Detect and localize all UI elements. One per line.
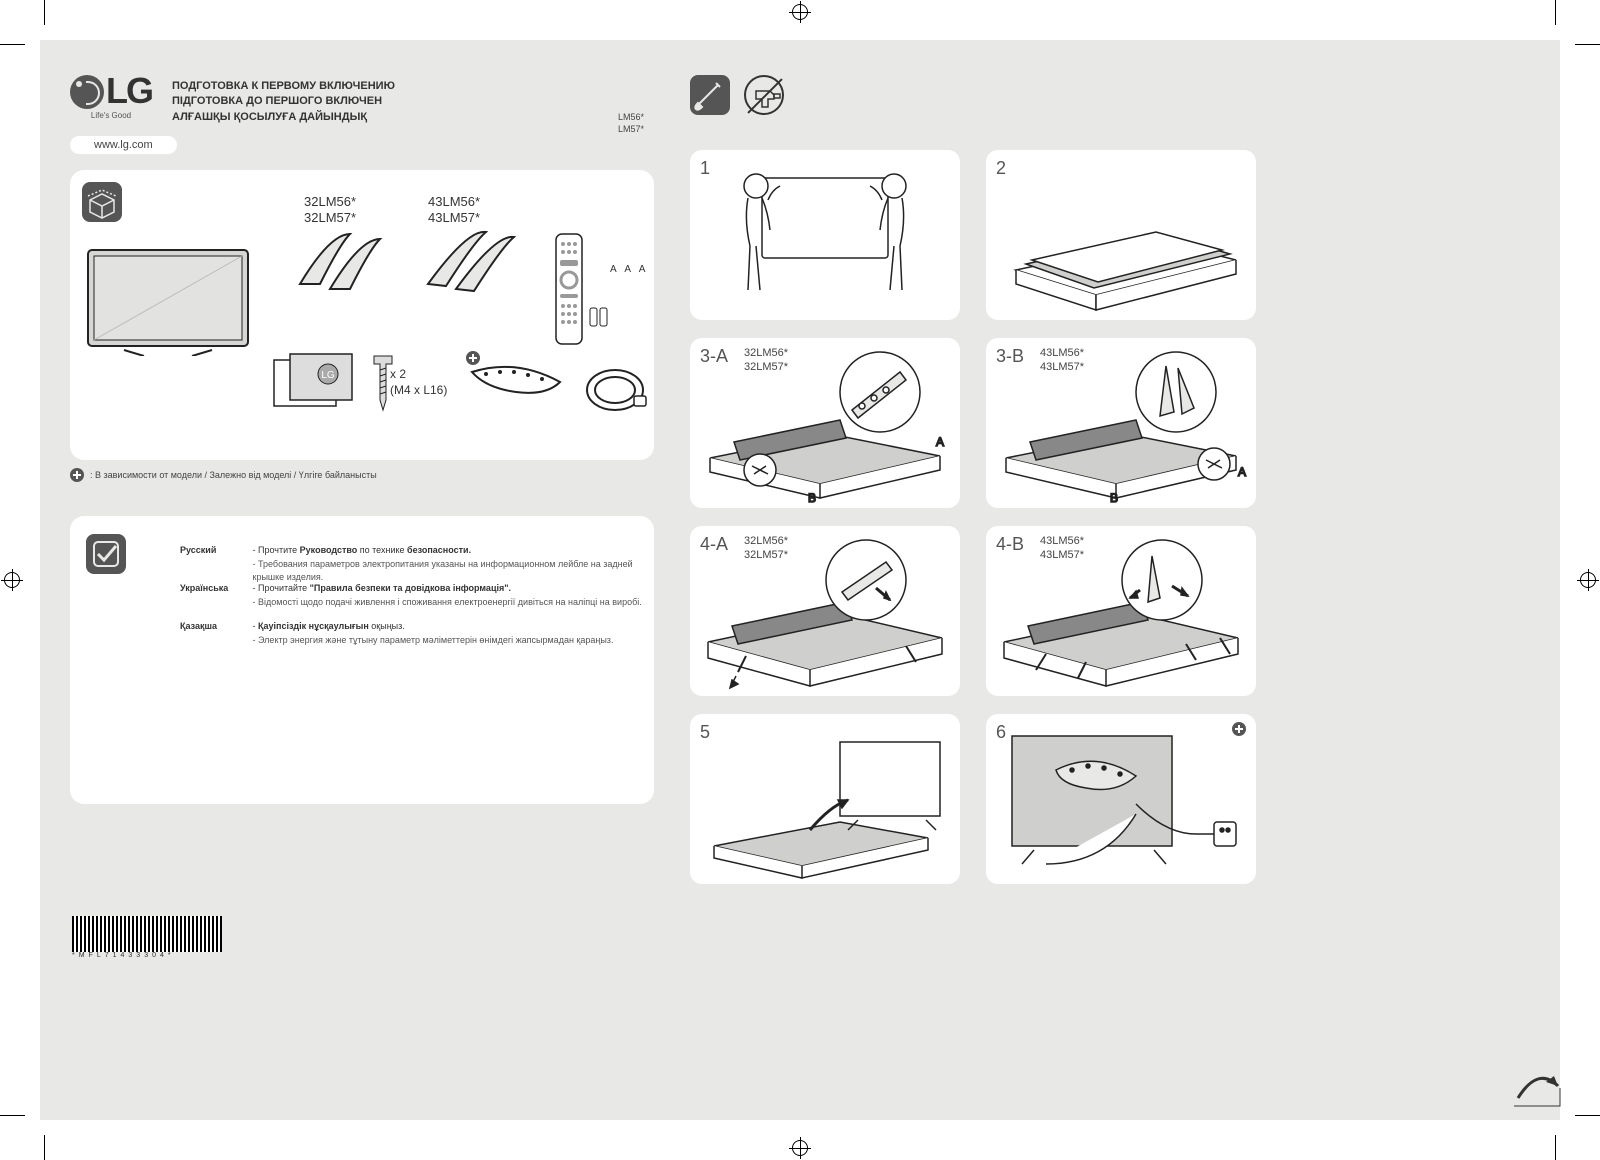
plus-icon [70,468,84,482]
step-1: 1 [690,150,960,320]
svg-text:A: A [1238,465,1246,479]
title-uk: ПІДГОТОВКА ДО ПЕРШОГО ВКЛЮЧЕН [172,94,395,109]
manual-illustration: LG [270,350,360,410]
label-32-models: 32LM56* 32LM57* [304,194,356,227]
header: LG Life's Good ПОДГОТОВКА К ПЕРВОМУ ВКЛЮ… [70,75,395,125]
power-cable-illustration [580,360,650,420]
step-2: 2 [986,150,1256,320]
screwdriver-icon [690,75,730,115]
step-6: 6 [986,714,1256,884]
title-ru: ПОДГОТОВКА К ПЕРВОМУ ВКЛЮЧЕНИЮ [172,79,395,94]
step-3b: 3-B 43LM56* 43LM57* A [986,338,1256,508]
header-titles: ПОДГОТОВКА К ПЕРВОМУ ВКЛЮЧЕНИЮ ПІДГОТОВК… [172,79,395,125]
turn-page-icon [1512,1058,1562,1108]
svg-text:A: A [936,435,944,449]
brand-name: LG [106,70,152,111]
depends-note: : В зависимости от модели / Залежно від … [70,468,377,482]
registration-mark-icon [792,4,808,20]
step-4b: 4-B 43LM56* 43LM57* [986,526,1256,696]
screw-label: x 2 (M4 x L16) [390,367,447,398]
svg-text:B: B [1110,491,1118,505]
svg-text:LG: LG [321,370,335,381]
page: LG Life's Good ПОДГОТОВКА К ПЕРВОМУ ВКЛЮ… [40,40,1560,1120]
tool-icons [690,75,784,115]
check-icon [86,534,126,574]
lg-logo-icon [70,75,104,109]
box-contents-panel: 32LM56* 32LM57* 43LM56* 43LM57* [70,170,654,460]
remote-illustration [550,230,610,350]
step-4a: 4-A 32LM56* 32LM57* [690,526,960,696]
open-box-icon [82,182,122,222]
lang-uk: Українська - Прочитайте "Правила безпеки… [180,582,653,609]
step-5: 5 [690,714,960,884]
model-codes: LM56* LM57* [618,112,644,135]
battery-label: A A A [610,264,648,275]
no-power-tool-icon [744,75,784,115]
svg-text:B: B [808,491,816,505]
stand-32-illustration [290,224,410,304]
url-pill: www.lg.com [70,136,177,154]
tv-illustration [84,246,254,356]
registration-mark-icon [1580,572,1596,588]
steps-grid: 1 2 [690,150,1258,902]
title-kk: АЛҒАШҚЫ ҚОСЫЛУҒА ДАЙЫНДЫҚ [172,110,395,125]
barcode [72,916,222,952]
barcode-text: *MFL71433304* [72,952,175,959]
registration-mark-icon [4,572,20,588]
stand-43-illustration [418,224,538,304]
lang-ru: Русский - Прочтите Руководство по техник… [180,544,653,585]
label-43-models: 43LM56* 43LM57* [428,194,480,227]
brand-tagline: Life's Good [70,111,152,120]
cable-strap-illustration [466,362,566,402]
lg-logo: LG Life's Good [70,75,152,120]
safety-panel: Русский - Прочтите Руководство по техник… [70,516,654,804]
lang-kk: Қазақша - Қауіпсіздік нұсқаулығын оқыңыз… [180,620,653,647]
step-3a: 3-A 32LM56* 32LM57* [690,338,960,508]
registration-mark-icon [792,1140,808,1156]
